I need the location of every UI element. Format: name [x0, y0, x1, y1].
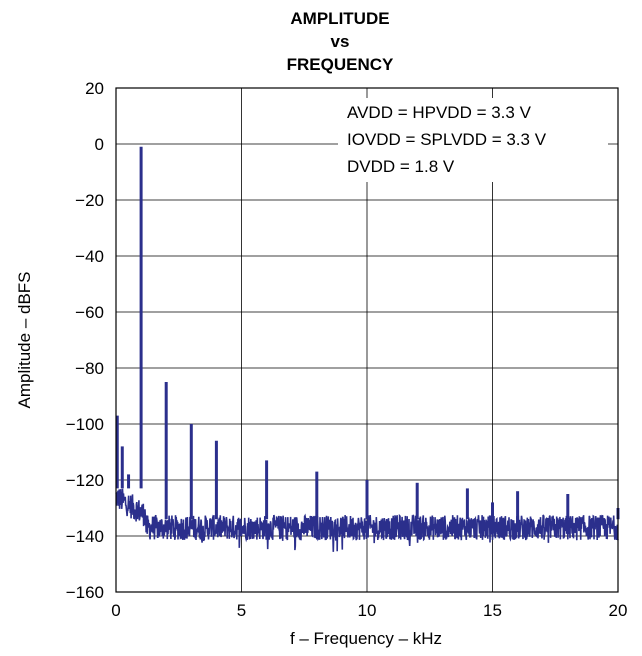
- y-tick-label: −100: [66, 415, 104, 434]
- x-tick-label: 20: [609, 601, 628, 620]
- chart-title-line-1: AMPLITUDE: [290, 9, 389, 28]
- y-tick-label: −120: [66, 471, 104, 490]
- y-tick-labels: 20 0 −20 −40 −60 −80 −100 −120 −140 −160: [66, 79, 104, 602]
- y-tick-label: 0: [95, 135, 104, 154]
- y-tick-label: −60: [75, 303, 104, 322]
- y-tick-label: −140: [66, 527, 104, 546]
- plot-frame: [115, 87, 619, 593]
- y-axis-label: Amplitude – dBFS: [15, 271, 34, 408]
- annotation-line-1: AVDD = HPVDD = 3.3 V: [347, 103, 532, 122]
- annotation-line-3: DVDD = 1.8 V: [347, 157, 455, 176]
- y-tick-label: 20: [85, 79, 104, 98]
- x-tick-labels: 0 5 10 15 20: [111, 601, 627, 620]
- chart-title-line-2: vs: [331, 32, 350, 51]
- y-tick-label: −160: [66, 583, 104, 602]
- series-layer: [115, 146, 620, 552]
- y-tick-label: −40: [75, 247, 104, 266]
- x-tick-label: 15: [483, 601, 502, 620]
- x-tick-label: 10: [358, 601, 377, 620]
- chart-title-line-3: FREQUENCY: [287, 55, 394, 74]
- x-axis-label: f – Frequency – kHz: [290, 629, 442, 648]
- y-tick-label: −80: [75, 359, 104, 378]
- x-tick-label: 0: [111, 601, 120, 620]
- noise-floor-line: [115, 488, 619, 552]
- x-tick-label: 5: [237, 601, 246, 620]
- y-tick-label: −20: [75, 191, 104, 210]
- annotation-box: [338, 98, 608, 182]
- annotation-line-2: IOVDD = SPLVDD = 3.3 V: [347, 130, 547, 149]
